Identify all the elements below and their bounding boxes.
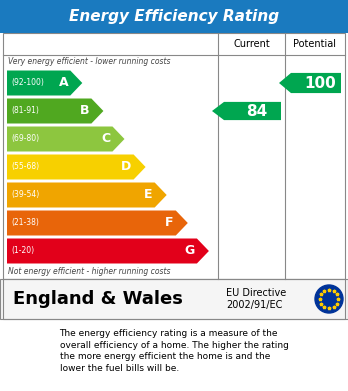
Text: (21-38): (21-38) <box>11 219 39 228</box>
Polygon shape <box>7 70 82 95</box>
Polygon shape <box>7 127 125 151</box>
Text: A: A <box>59 77 68 90</box>
Bar <box>0 0 348 33</box>
Text: The energy efficiency rating is a measure of the
overall efficiency of a home. T: The energy efficiency rating is a measur… <box>60 329 288 373</box>
Text: (81-91): (81-91) <box>11 106 39 115</box>
Polygon shape <box>7 154 145 179</box>
Text: Very energy efficient - lower running costs: Very energy efficient - lower running co… <box>8 57 171 66</box>
Text: D: D <box>121 160 132 174</box>
Text: C: C <box>101 133 111 145</box>
Text: Current: Current <box>233 39 270 49</box>
Text: G: G <box>185 244 195 258</box>
Polygon shape <box>279 73 341 93</box>
Bar <box>3 33 345 279</box>
Polygon shape <box>7 239 209 264</box>
Text: (39-54): (39-54) <box>11 190 39 199</box>
Circle shape <box>315 285 343 313</box>
Text: 100: 100 <box>304 75 336 90</box>
Text: Potential: Potential <box>293 39 337 49</box>
Text: E: E <box>144 188 153 201</box>
Text: F: F <box>165 217 174 230</box>
Bar <box>0 279 348 319</box>
Polygon shape <box>7 99 103 124</box>
Text: England & Wales: England & Wales <box>13 290 183 308</box>
Text: (92-100): (92-100) <box>11 79 44 88</box>
Text: (69-80): (69-80) <box>11 135 39 143</box>
Text: Energy Efficiency Rating: Energy Efficiency Rating <box>69 9 279 24</box>
Polygon shape <box>7 183 167 208</box>
Polygon shape <box>212 102 281 120</box>
Polygon shape <box>7 210 188 235</box>
Text: 84: 84 <box>246 104 267 118</box>
Text: EU Directive
2002/91/EC: EU Directive 2002/91/EC <box>226 288 286 310</box>
Text: (1-20): (1-20) <box>11 246 34 255</box>
Text: Not energy efficient - higher running costs: Not energy efficient - higher running co… <box>8 267 171 276</box>
Bar <box>3 279 345 319</box>
Text: B: B <box>80 104 89 118</box>
Text: (55-68): (55-68) <box>11 163 39 172</box>
